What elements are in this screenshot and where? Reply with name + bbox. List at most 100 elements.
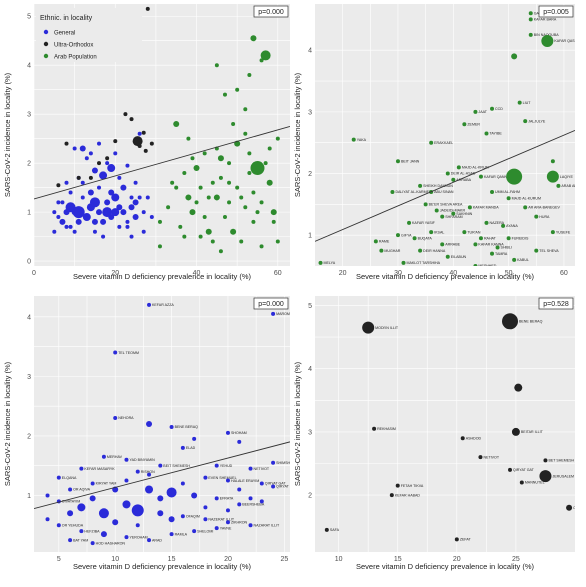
data-point [556, 183, 561, 188]
data-point [490, 190, 495, 195]
point-label: GIVATAYIM [62, 500, 81, 504]
data-point [506, 168, 523, 185]
data-point [248, 496, 253, 501]
data-point [157, 510, 164, 517]
legend-title: Ethnic. in locality [40, 15, 93, 22]
data-point [225, 508, 230, 513]
data-point [88, 175, 93, 180]
data-point [218, 249, 223, 254]
data-point [214, 63, 219, 68]
data-point [131, 504, 144, 517]
point-label: ZIKHRON [231, 520, 248, 524]
data-point [445, 254, 450, 259]
data-point [484, 220, 489, 225]
data-point [239, 239, 244, 244]
point-label: NEHORA [118, 416, 134, 420]
panel-arab-localities: 20 30 40 50 60 1 2 3 4 Severe vitamin D deficienc… [293, 4, 575, 281]
data-point [79, 145, 86, 152]
data-point [511, 53, 518, 60]
point-label: SAFA [330, 528, 340, 532]
point-label: JAAT [478, 110, 487, 114]
data-point [227, 180, 232, 185]
p-value-frame [538, 5, 574, 18]
data-point [545, 276, 549, 280]
point-label: BEIT SHEMESH [163, 464, 190, 468]
point-label: MAROM [276, 312, 290, 316]
data-point [275, 136, 280, 141]
data-point [143, 148, 148, 153]
data-point [170, 180, 175, 185]
point-label: KAFAR YASIF [412, 221, 436, 225]
point-label: RAMLA [175, 532, 188, 536]
data-point [523, 205, 528, 210]
data-point [129, 195, 134, 200]
data-point [113, 416, 118, 421]
data-point [460, 436, 465, 441]
point-label: QIRYAT GAT [513, 468, 535, 472]
x-axis-label: Severe vitamin D deficiency prevalence i… [73, 562, 251, 571]
data-point [68, 224, 73, 229]
data-point [186, 136, 191, 141]
y-tick-label: 0 [27, 259, 31, 266]
data-point [100, 531, 107, 538]
data-point [243, 205, 248, 210]
legend: Ethnic. in locality General Ultra-Orthod… [36, 8, 142, 62]
data-point [122, 500, 131, 509]
data-point [203, 475, 208, 480]
point-label: OR YEHUDA [62, 523, 84, 527]
point-label: BEERSHEBA [242, 503, 265, 507]
data-point [271, 219, 276, 224]
regression-line [315, 129, 575, 242]
data-point [68, 538, 73, 543]
data-point [412, 236, 417, 241]
point-label: DEIR AL-ASAD [451, 172, 476, 176]
p-value-text: p=0.528 [543, 301, 569, 308]
data-point [539, 470, 552, 483]
x-tick-label: 10 [111, 556, 119, 563]
data-point [96, 209, 103, 216]
data-point [91, 167, 98, 174]
x-tick-label: 20 [111, 270, 119, 277]
point-label: LIUT [523, 101, 532, 105]
y-tick-label: 5 [27, 14, 31, 21]
data-point [125, 219, 130, 224]
data-point [147, 538, 152, 543]
data-point [523, 119, 528, 124]
data-point [237, 439, 242, 444]
legend-box [36, 8, 142, 62]
point-label: HOD HASHARON [96, 541, 126, 545]
data-point [490, 251, 495, 256]
data-point [478, 455, 483, 460]
data-point [117, 175, 122, 180]
x-tick-label: 60 [274, 270, 282, 277]
point-label: YUSEFE [556, 230, 571, 234]
data-point [318, 260, 323, 265]
point-label: CCD [495, 107, 503, 111]
data-point [192, 436, 197, 441]
data-point [168, 516, 175, 523]
data-point [550, 159, 555, 164]
point-label: EILABUN [451, 255, 467, 259]
data-point [63, 209, 70, 216]
data-point [324, 527, 329, 532]
point-label: JALJULYE [528, 119, 546, 123]
data-point [135, 469, 140, 474]
data-point [237, 502, 242, 507]
point-label: KAFAR BARA [534, 18, 557, 22]
data-point [89, 197, 100, 208]
data-point [230, 228, 237, 235]
data-point [250, 161, 265, 176]
point-label: EVEN SHEMUEL [208, 476, 236, 480]
data-point [88, 151, 93, 156]
point-label: REKHASIM [377, 427, 396, 431]
data-point [351, 137, 356, 142]
y-tick-label: 4 [308, 48, 312, 55]
data-point [72, 146, 77, 151]
point-label: BAT YAM [73, 538, 88, 542]
data-point [517, 100, 522, 105]
p-value-frame [253, 5, 289, 18]
data-point [247, 73, 252, 78]
point-label: KABUL [517, 258, 529, 262]
data-point [210, 180, 215, 185]
